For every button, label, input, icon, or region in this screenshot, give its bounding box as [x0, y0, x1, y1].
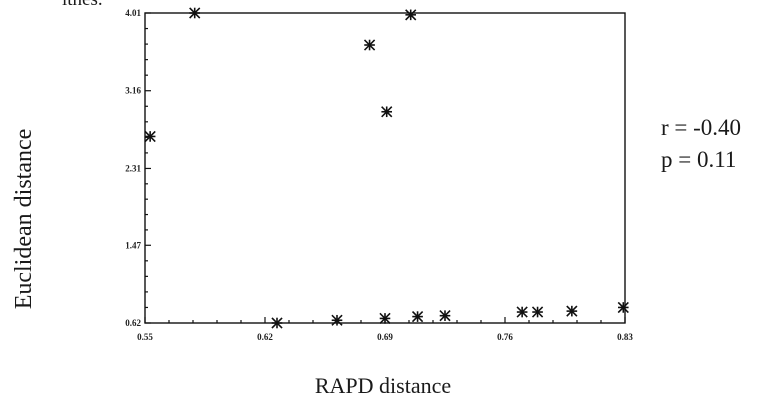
y-tick-label: 4.01	[125, 8, 141, 18]
scatter-point	[271, 317, 283, 329]
scatter-point	[189, 7, 201, 19]
y-tick-label: 0.62	[125, 318, 141, 328]
x-tick-label: 0.83	[617, 332, 633, 342]
scatter-point	[363, 39, 376, 51]
scatter-point	[144, 130, 156, 143]
y-tick-label: 2.31	[125, 163, 141, 173]
scatter-point	[439, 310, 451, 322]
scatter-point	[617, 301, 629, 314]
scatter-point	[381, 106, 393, 118]
x-tick-label: 0.55	[137, 332, 153, 342]
scatter-point	[531, 306, 544, 318]
scatter-point	[516, 306, 528, 318]
y-axis-title: Euclidean distance	[11, 129, 37, 310]
x-tick-label: 0.76	[497, 332, 513, 342]
scatter-point	[331, 314, 343, 326]
correlation-p: p = 0.11	[661, 147, 736, 172]
y-tick-label: 1.47	[125, 240, 141, 250]
y-tick-label: 3.16	[125, 86, 141, 96]
plot-frame	[144, 12, 626, 324]
scatter-point	[379, 312, 391, 325]
caption-fragment: ithes.	[62, 0, 103, 10]
x-tick-label: 0.62	[257, 332, 273, 342]
scatter-point	[411, 310, 424, 323]
y-axis-ticks: 0.62 1.47 2.31 3.16 4.01	[125, 8, 151, 328]
x-axis-title: RAPD distance	[315, 373, 451, 398]
x-tick-label: 0.69	[377, 332, 393, 342]
scatter-point	[405, 9, 417, 21]
scatter-points	[144, 7, 629, 329]
scatter-point	[566, 305, 578, 317]
correlation-r: r = -0.40	[661, 115, 741, 140]
